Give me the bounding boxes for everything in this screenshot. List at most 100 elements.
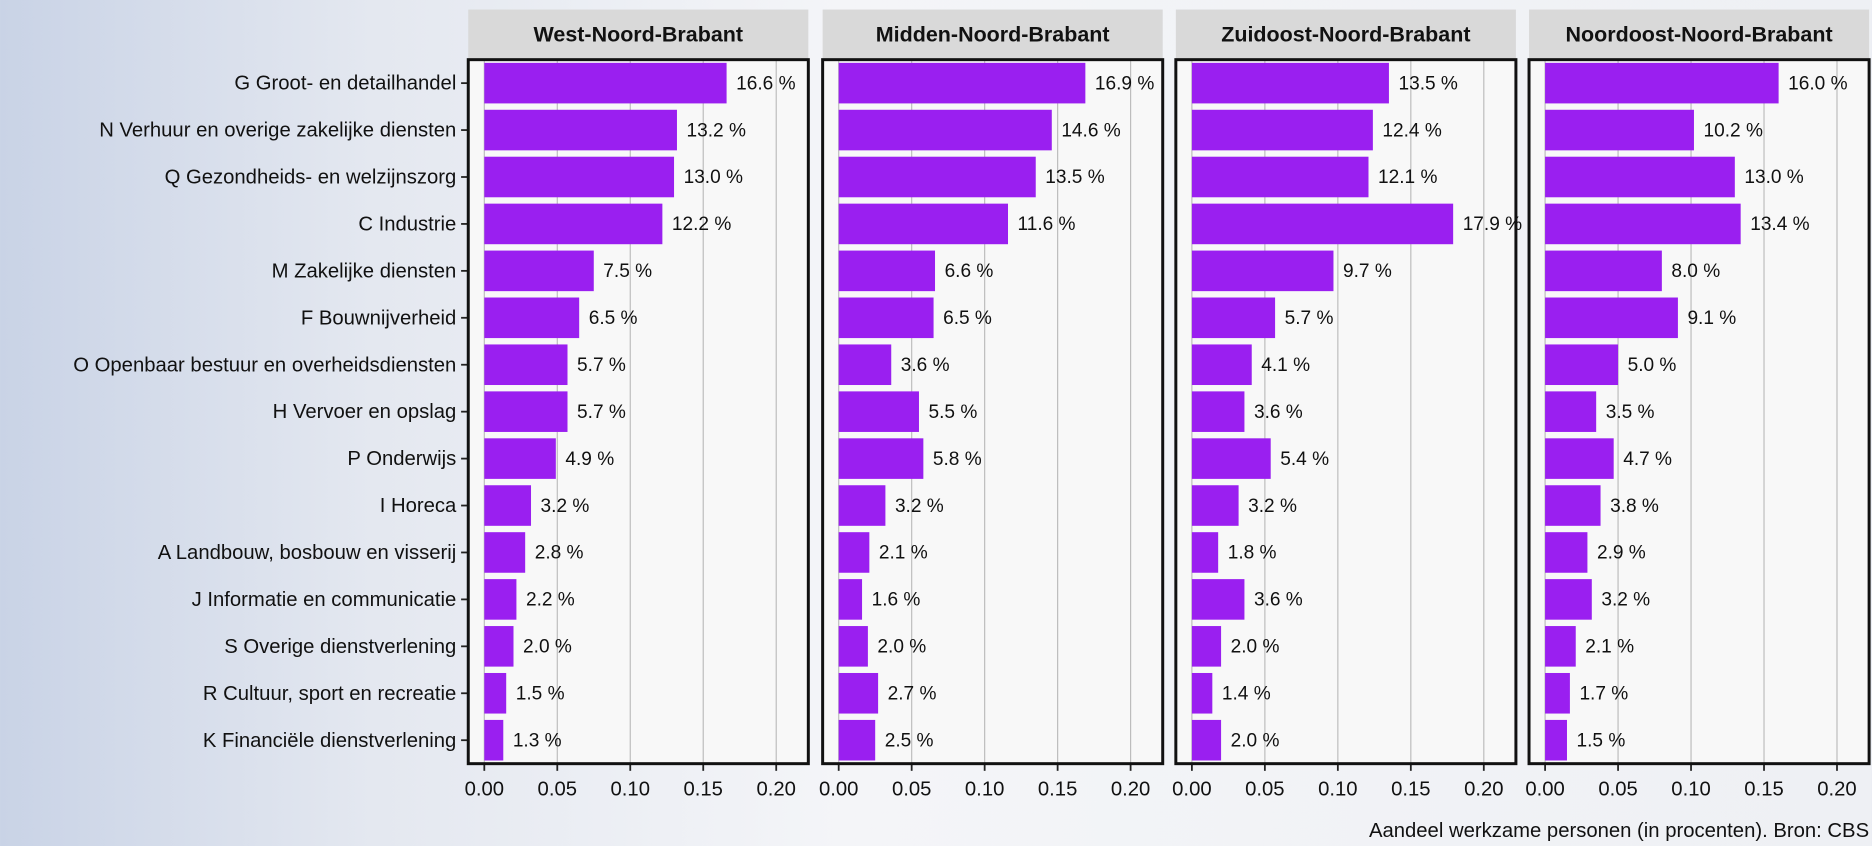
- x-tick-label: 0.05: [1245, 778, 1284, 800]
- bar: [1545, 579, 1592, 620]
- value-label: 16.9 %: [1095, 73, 1154, 94]
- x-tick-label: 0.20: [1111, 778, 1150, 800]
- bar: [1191, 485, 1239, 526]
- x-tick-label: 0.15: [1038, 778, 1077, 800]
- x-tick-label: 0.20: [756, 778, 795, 800]
- value-label: 14.6 %: [1061, 120, 1120, 141]
- bar: [1191, 579, 1245, 620]
- value-label: 6.6 %: [945, 261, 994, 282]
- x-tick-label: 0.00: [1172, 778, 1211, 800]
- value-label: 2.5 %: [885, 730, 934, 751]
- y-tick-label: O Openbaar bestuur en overheidsdiensten: [73, 354, 456, 376]
- bar: [838, 297, 934, 339]
- value-label: 13.2 %: [687, 120, 746, 141]
- value-label: 4.9 %: [565, 449, 614, 470]
- value-label: 1.8 %: [1228, 543, 1277, 564]
- value-label: 3.6 %: [901, 355, 950, 376]
- bar: [1191, 156, 1369, 198]
- x-tick-label: 0.15: [1391, 778, 1430, 800]
- value-label: 6.5 %: [943, 308, 992, 329]
- bar: [1545, 344, 1619, 386]
- y-tick-label: C Industrie: [358, 213, 456, 235]
- y-tick-label: N Verhuur en overige zakelijke diensten: [99, 120, 456, 142]
- bar: [1545, 391, 1597, 432]
- value-label: 12.2 %: [672, 214, 731, 235]
- y-tick-label: P Onderwijs: [347, 448, 456, 470]
- bar: [838, 579, 863, 620]
- value-label: 3.2 %: [1248, 496, 1297, 517]
- value-label: 1.5 %: [1577, 730, 1626, 751]
- bar: [484, 532, 526, 573]
- bar: [1545, 156, 1735, 198]
- value-label: 5.4 %: [1280, 449, 1329, 470]
- y-tick-label: F Bouwnijverheid: [301, 307, 456, 329]
- value-label: 4.7 %: [1623, 449, 1672, 470]
- bar: [1545, 438, 1614, 479]
- bar: [1545, 109, 1694, 151]
- value-label: 1.7 %: [1579, 684, 1628, 705]
- value-label: 2.1 %: [879, 543, 928, 564]
- bar: [838, 250, 936, 292]
- x-tick-label: 0.20: [1464, 778, 1503, 800]
- value-label: 5.0 %: [1628, 355, 1677, 376]
- bar: [838, 62, 1086, 104]
- x-tick-label: 0.00: [1525, 778, 1564, 800]
- value-label: 3.2 %: [1601, 590, 1650, 611]
- value-label: 12.1 %: [1378, 167, 1437, 188]
- bar: [1545, 485, 1601, 526]
- value-label: 13.4 %: [1750, 214, 1809, 235]
- x-tick-label: 0.10: [1671, 778, 1710, 800]
- x-tick-label: 0.00: [465, 778, 504, 800]
- value-label: 5.8 %: [933, 449, 982, 470]
- bar: [1191, 391, 1245, 432]
- facet-title: Zuidoost-Noord-Brabant: [1221, 22, 1470, 46]
- y-tick-label: Q Gezondheids- en welzijnszorg: [165, 167, 457, 189]
- bar: [484, 62, 727, 104]
- x-tick-label: 0.15: [684, 778, 723, 800]
- x-tick-label: 0.10: [965, 778, 1004, 800]
- value-label: 1.6 %: [872, 590, 921, 611]
- x-tick-label: 0.05: [1598, 778, 1637, 800]
- value-label: 2.0 %: [1231, 730, 1280, 751]
- bar: [1191, 297, 1276, 339]
- value-label: 11.6 %: [1018, 214, 1076, 235]
- y-tick-label: M Zakelijke diensten: [272, 260, 457, 282]
- value-label: 16.0 %: [1788, 73, 1847, 94]
- value-label: 1.5 %: [516, 684, 565, 705]
- value-label: 8.0 %: [1671, 261, 1720, 282]
- value-label: 5.7 %: [1285, 308, 1334, 329]
- value-label: 2.1 %: [1585, 637, 1634, 658]
- value-label: 3.2 %: [895, 496, 944, 517]
- value-label: 3.5 %: [1606, 402, 1655, 423]
- value-label: 17.9 %: [1463, 214, 1522, 235]
- bar: [1545, 62, 1779, 104]
- value-label: 16.6 %: [736, 73, 795, 94]
- x-tick-label: 0.05: [538, 778, 577, 800]
- value-label: 1.3 %: [513, 730, 562, 751]
- value-label: 3.6 %: [1254, 590, 1303, 611]
- bar: [484, 626, 514, 667]
- value-label: 3.2 %: [541, 496, 590, 517]
- value-label: 2.0 %: [523, 637, 572, 658]
- panel-border: [466, 58, 810, 766]
- value-label: 2.8 %: [535, 543, 584, 564]
- panel-border: [1527, 58, 1871, 766]
- value-label: 13.5 %: [1398, 73, 1457, 94]
- y-tick-label: J Informatie en communicatie: [192, 589, 457, 611]
- y-tick-label: A Landbouw, bosbouw en visserij: [158, 542, 457, 564]
- value-label: 10.2 %: [1704, 120, 1763, 141]
- value-label: 2.0 %: [1231, 637, 1280, 658]
- value-label: 2.2 %: [526, 590, 575, 611]
- bar: [484, 250, 594, 292]
- bar: [484, 719, 504, 761]
- value-label: 4.1 %: [1261, 355, 1310, 376]
- value-label: 12.4 %: [1382, 120, 1441, 141]
- bar: [838, 156, 1036, 198]
- y-tick-label: G Groot- en detailhandel: [234, 73, 456, 95]
- value-label: 1.4 %: [1222, 684, 1271, 705]
- bar: [838, 485, 886, 526]
- bar: [1545, 532, 1588, 573]
- bar: [1191, 719, 1222, 761]
- bar: [838, 672, 879, 714]
